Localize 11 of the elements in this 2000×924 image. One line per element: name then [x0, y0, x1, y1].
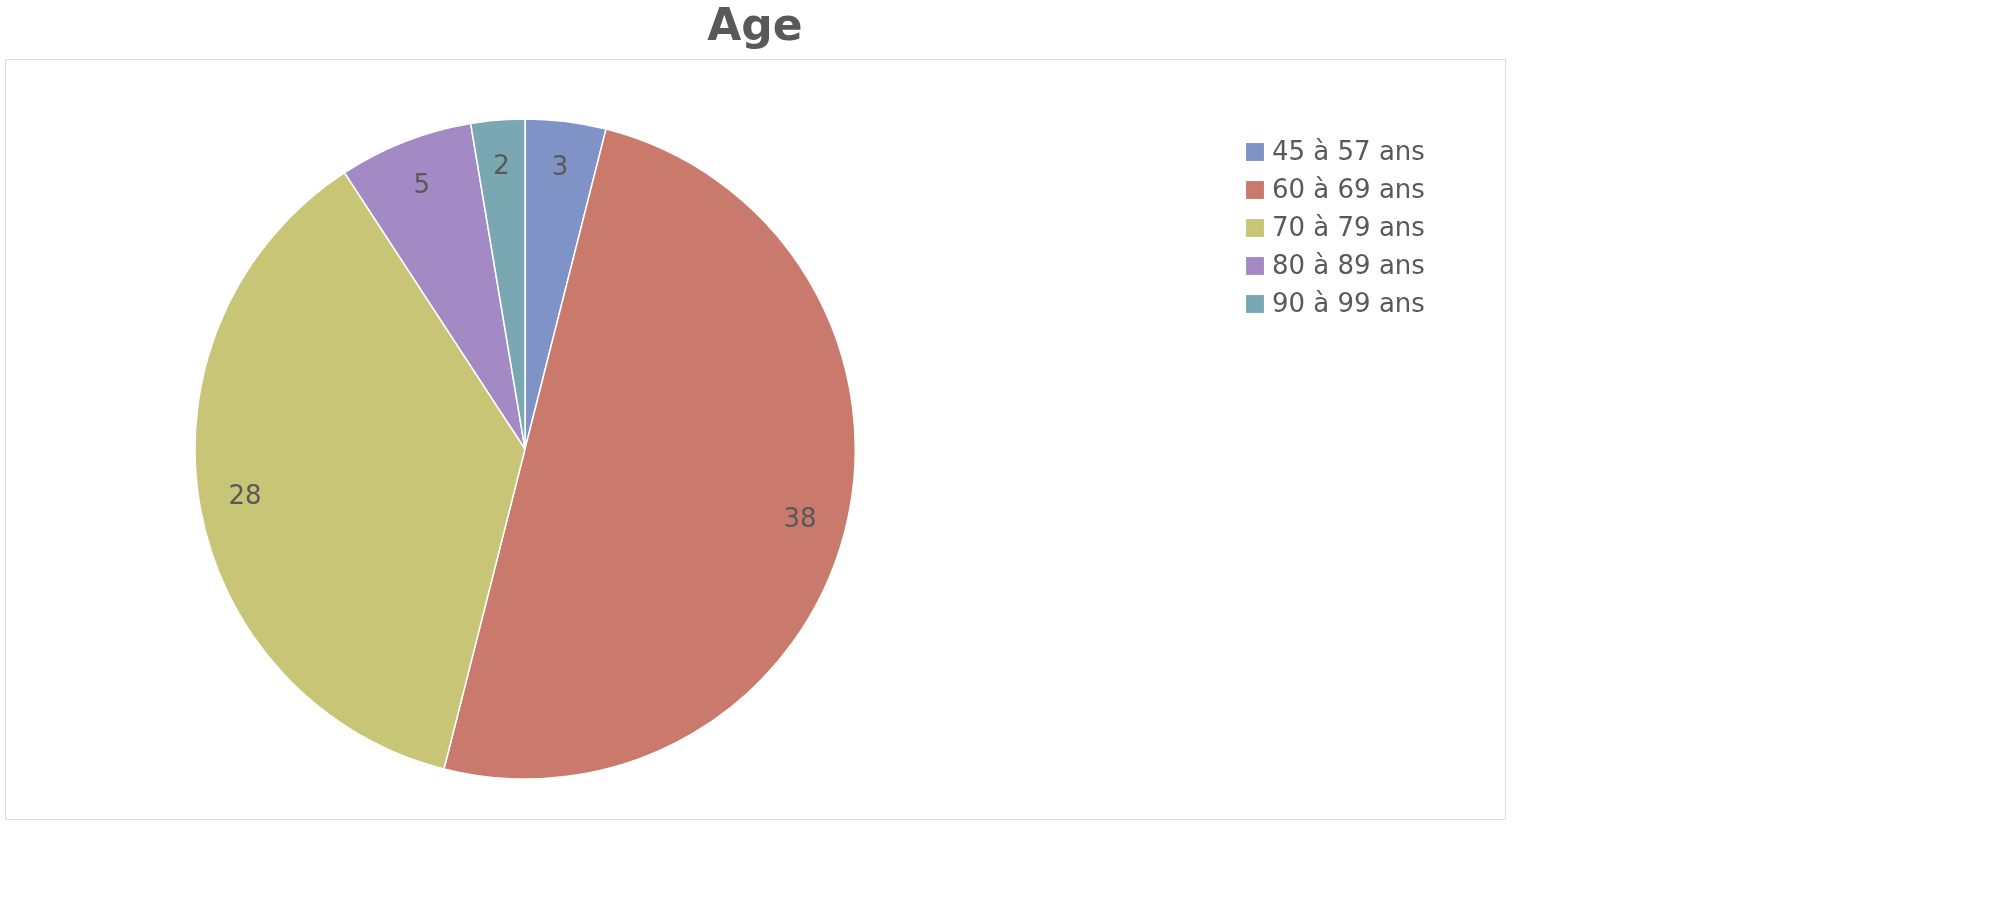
legend-label: 45 à 57 ans [1272, 136, 1425, 166]
legend-label: 70 à 79 ans [1272, 212, 1425, 242]
data-label: 5 [413, 168, 431, 199]
legend-label: 60 à 69 ans [1272, 174, 1425, 204]
data-label: 3 [551, 151, 569, 182]
legend-label: 80 à 89 ans [1272, 250, 1425, 280]
data-label: 28 [228, 479, 262, 510]
data-label: 2 [493, 150, 510, 181]
chart-title: Age [707, 0, 803, 50]
legend-label: 90 à 99 ans [1272, 288, 1425, 318]
data-label: 38 [783, 502, 817, 533]
